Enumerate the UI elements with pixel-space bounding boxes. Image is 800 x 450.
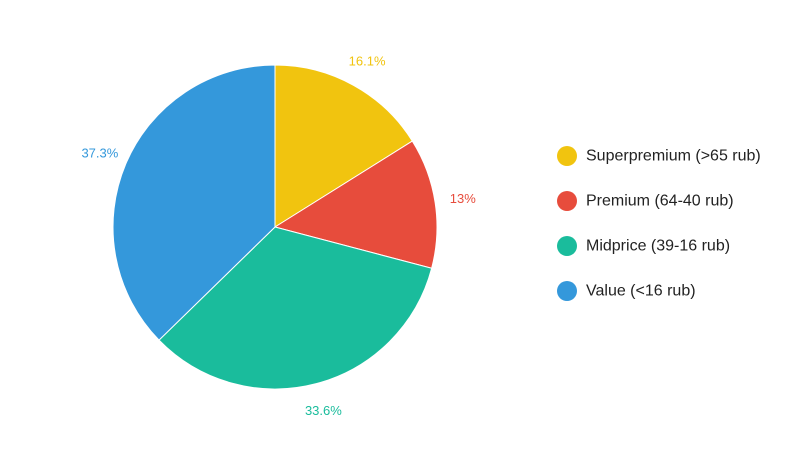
pie-slice-superpremium-65-rub[interactable] (274, 64, 414, 228)
value-label-midprice-39-16-rub: 33.6% (305, 403, 342, 418)
legend-item-premium-64-40-rub[interactable]: Premium (64-40 rub) (557, 191, 734, 211)
legend-swatch (557, 281, 577, 301)
legend: Superpremium (>65 rub) Premium (64-40 rub… (557, 146, 761, 301)
pie-slice-midprice-39-16-rub[interactable] (158, 226, 433, 390)
legend-swatch (557, 236, 577, 256)
legend-item-value-16-rub[interactable]: Value (<16 rub) (557, 281, 696, 301)
value-label-superpremium-65-rub: 16.1% (349, 53, 386, 68)
legend-label: Midprice (39-16 rub) (586, 238, 730, 255)
legend-label: Value (<16 rub) (586, 283, 696, 300)
legend-swatch (557, 191, 577, 211)
value-label-premium-64-40-rub: 13% (450, 191, 476, 206)
pie-slice-value-16-rub[interactable] (112, 64, 276, 341)
value-label-value-16-rub: 37.3% (81, 146, 118, 161)
legend-label: Premium (64-40 rub) (586, 193, 734, 210)
pie-slice-premium-64-40-rub[interactable] (273, 140, 438, 269)
legend-swatch (557, 146, 577, 166)
pie-value-labels: 16.1% 13% 33.6% 37.3% (81, 53, 476, 418)
legend-label: Superpremium (>65 rub) (586, 148, 761, 165)
pie-slices (112, 64, 438, 390)
legend-item-midprice-39-16-rub[interactable]: Midprice (39-16 rub) (557, 236, 730, 256)
legend-item-superpremium-65-rub[interactable]: Superpremium (>65 rub) (557, 146, 761, 166)
